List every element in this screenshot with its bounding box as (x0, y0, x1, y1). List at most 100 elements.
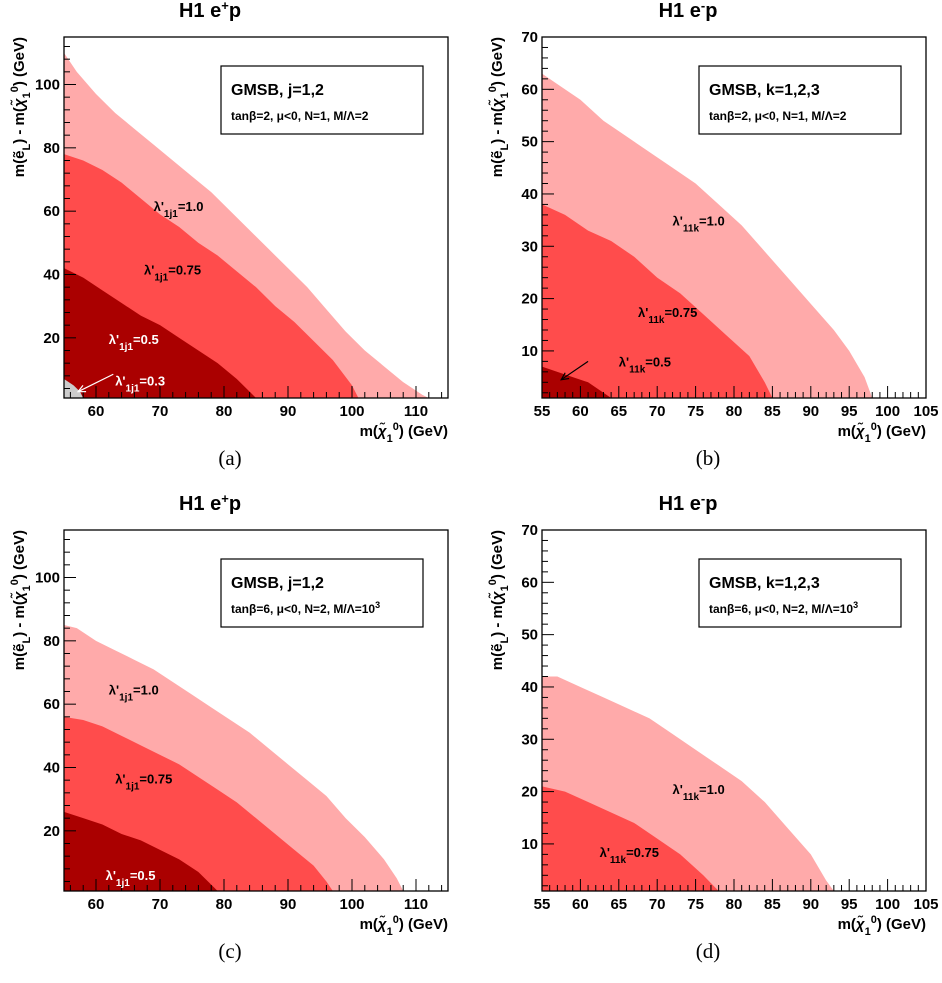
x-tick-label: 110 (404, 403, 428, 420)
y-tick-label: 60 (43, 203, 60, 220)
y-axis-label: m(ẽL) - m(χ̃10) (GeV) (9, 530, 33, 670)
x-tick-label: 80 (726, 896, 743, 913)
plot-frame (63, 36, 449, 399)
x-tick-label: 105 (913, 896, 938, 913)
legend-box (220, 65, 424, 135)
y-tick-label: 80 (43, 633, 60, 650)
y-axis-label: m(ẽL) - m(χ̃10) (GeV) (487, 37, 511, 177)
chart-title: H1 e-p (659, 0, 718, 22)
y-tick-label: 60 (43, 696, 60, 713)
y-tick-label: 80 (43, 140, 60, 157)
exclusion-region-4 (64, 379, 84, 398)
y-tick-label: 40 (521, 679, 538, 696)
x-tick-label: 55 (534, 403, 551, 420)
x-tick-label: 100 (875, 403, 900, 420)
panel-caption: (d) (696, 939, 721, 963)
x-tick-label: 100 (875, 896, 900, 913)
panel-caption: (c) (218, 939, 241, 963)
x-tick-label: 90 (802, 403, 819, 420)
exclusion-region-3 (64, 268, 256, 398)
y-axis-label: m(ẽL) - m(χ̃10) (GeV) (487, 530, 511, 670)
y-tick-label: 100 (35, 77, 60, 94)
legend-parameters: tanβ=6, μ<0, N=2, M/Λ=103 (231, 600, 380, 616)
arrow-line (77, 373, 114, 393)
exclusion-region-3 (542, 366, 612, 398)
legend-box (220, 558, 424, 628)
x-tick-label: 80 (216, 403, 233, 420)
legend-box (698, 558, 902, 628)
y-tick-label: 70 (521, 29, 538, 46)
y-tick-label: 30 (521, 238, 538, 255)
x-tick-label: 105 (913, 403, 938, 420)
chart-title: H1 e+p (179, 491, 241, 516)
legend-box (698, 65, 902, 135)
panel-d: H1 e-p 55 60 65 70 75 80 85 90 95 100 105 10 20 30 40 50… (478, 491, 939, 964)
x-axis-label: m(χ̃10) (GeV) (838, 421, 926, 445)
plot-frame (63, 529, 449, 892)
y-axis-label: m(ẽL) - m(χ̃10) (GeV) (9, 37, 33, 177)
exclusion-region-2 (542, 204, 773, 398)
legend-parameters: tanβ=6, μ<0, N=2, M/Λ=103 (709, 600, 858, 616)
y-tick-label: 60 (521, 81, 538, 98)
arrow-head (560, 372, 570, 381)
y-tick-label: 20 (43, 330, 60, 347)
x-tick-label: 70 (152, 896, 169, 913)
y-tick-label: 20 (43, 823, 60, 840)
x-tick-label: 100 (339, 403, 364, 420)
x-axis-label: m(χ̃10) (GeV) (360, 421, 448, 445)
x-tick-label: 85 (764, 896, 781, 913)
y-tick-label: 40 (43, 267, 60, 284)
y-tick-label: 30 (521, 731, 538, 748)
legend-title: GMSB, j=1,2 (231, 82, 324, 99)
x-tick-label: 60 (572, 403, 589, 420)
x-tick-label: 70 (649, 403, 666, 420)
chart-title: H1 e+p (179, 0, 241, 22)
exclusion-region-3 (64, 811, 218, 891)
panel-a: H1 e+p 60 70 80 90 100 110 20 40 60 80 100 m(χ̃10) (… (0, 0, 460, 470)
arrow-head (76, 384, 87, 393)
x-tick-label: 70 (152, 403, 169, 420)
legend-title: GMSB, k=1,2,3 (709, 575, 820, 592)
x-tick-label: 95 (841, 896, 858, 913)
x-tick-label: 55 (534, 896, 551, 913)
y-tick-label: 60 (521, 574, 538, 591)
exclusion-region-2 (542, 786, 719, 891)
y-tick-label: 10 (521, 836, 538, 853)
y-tick-label: 10 (521, 343, 538, 360)
x-tick-label: 65 (610, 896, 627, 913)
panel-c: H1 e+p 60 70 80 90 100 110 20 40 60 80 100 m(χ̃10) (… (0, 491, 460, 963)
y-tick-label: 70 (521, 522, 538, 539)
x-tick-label: 95 (841, 403, 858, 420)
y-tick-label: 40 (43, 760, 60, 777)
x-tick-label: 80 (216, 896, 233, 913)
legend-title: GMSB, j=1,2 (231, 575, 324, 592)
legend-parameters: tanβ=2, μ<0, N=1, M/Λ=2 (231, 109, 369, 123)
y-tick-label: 20 (521, 291, 538, 308)
x-tick-label: 65 (610, 403, 627, 420)
y-tick-label: 100 (35, 570, 60, 587)
x-axis-label: m(χ̃10) (GeV) (360, 914, 448, 938)
chart-b: H1 e-p 55 60 65 70 75 80 85 90 95 100 105 10 20 30 40 50… (487, 0, 939, 470)
x-tick-label: 75 (687, 403, 704, 420)
x-tick-label: 75 (687, 896, 704, 913)
y-tick-label: 50 (521, 627, 538, 644)
legend-title: GMSB, k=1,2,3 (709, 82, 820, 99)
x-tick-label: 60 (88, 896, 105, 913)
x-tick-label: 110 (404, 896, 428, 913)
y-tick-label: 50 (521, 134, 538, 151)
x-tick-label: 60 (88, 403, 105, 420)
x-tick-label: 90 (280, 403, 297, 420)
arrow-line (560, 360, 589, 381)
x-tick-label: 60 (572, 896, 589, 913)
legend-parameters: tanβ=2, μ<0, N=1, M/Λ=2 (709, 109, 847, 123)
panel-caption: (a) (218, 446, 241, 470)
chart-title: H1 e-p (659, 491, 718, 516)
x-tick-label: 90 (280, 896, 297, 913)
x-tick-label: 85 (764, 403, 781, 420)
x-axis-label: m(χ̃10) (GeV) (838, 914, 926, 938)
panel-caption: (b) (696, 446, 721, 470)
y-tick-label: 20 (521, 784, 538, 801)
x-tick-label: 80 (726, 403, 743, 420)
